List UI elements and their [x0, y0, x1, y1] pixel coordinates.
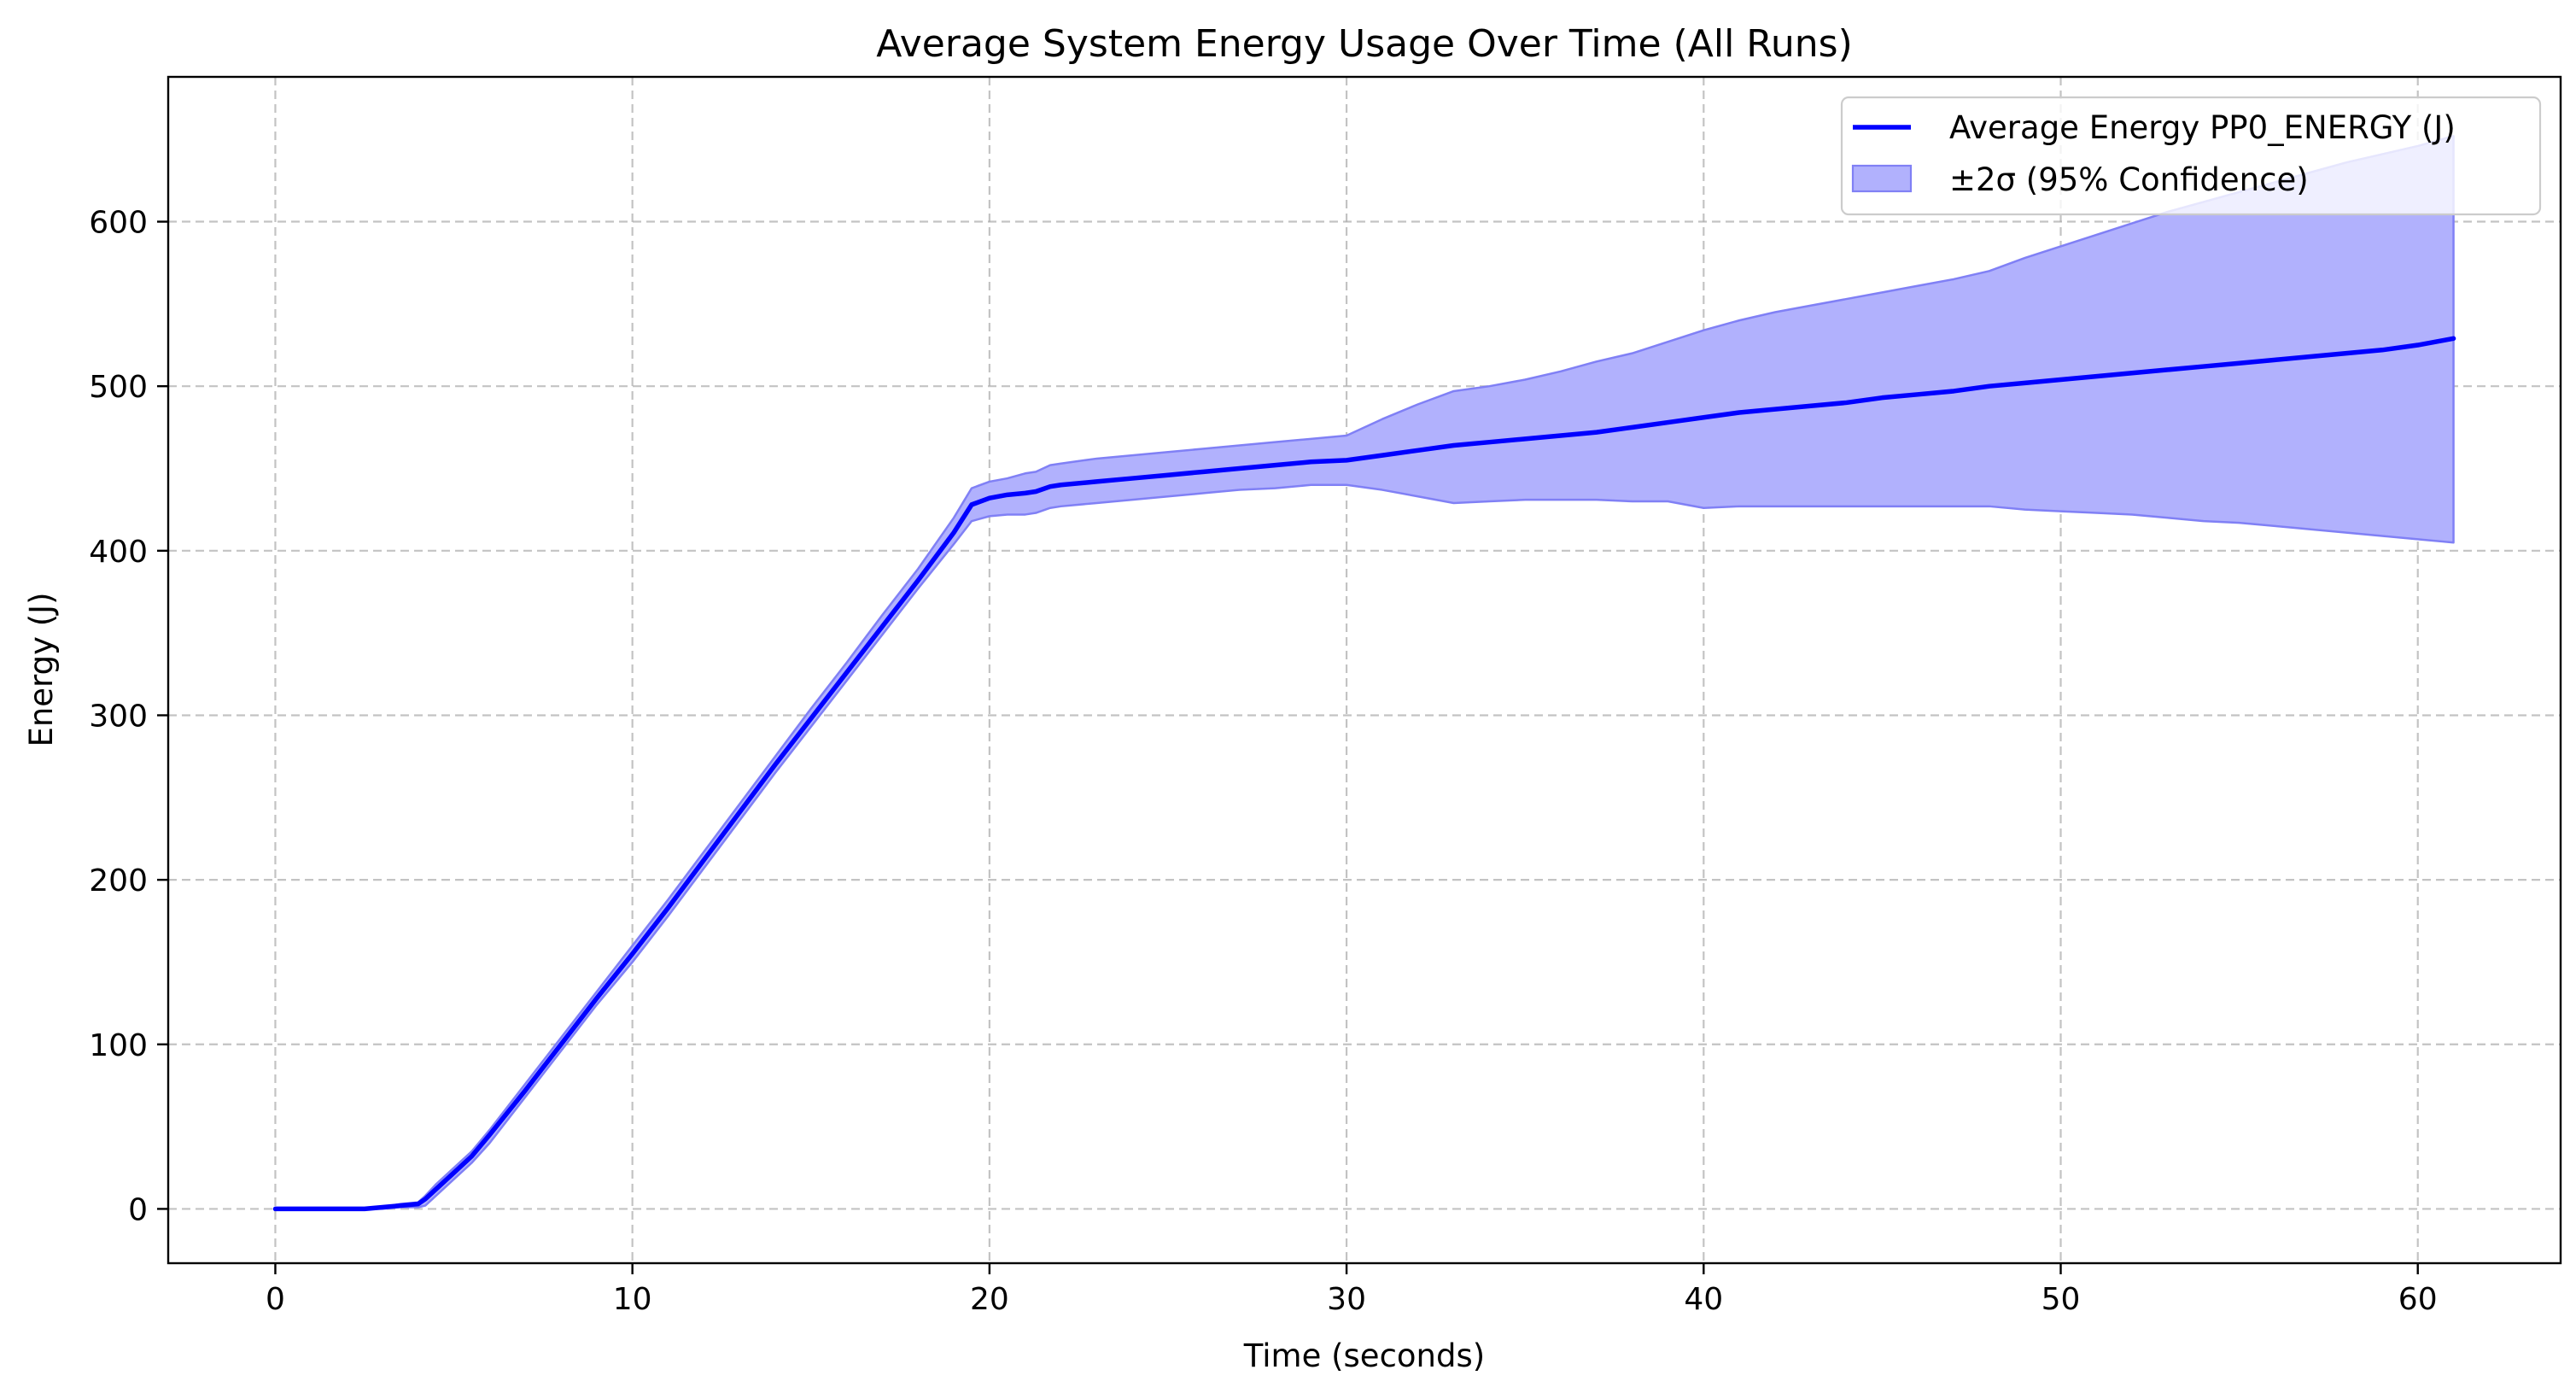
y-tick-label-500: 500	[89, 370, 148, 405]
x-tick-label-10: 10	[613, 1282, 652, 1317]
y-tick-label-400: 400	[89, 535, 148, 570]
x-tick-label-30: 30	[1327, 1282, 1366, 1317]
y-tick-label-200: 200	[89, 863, 148, 899]
legend-label-average-energy: Average Energy PP0_ENERGY (J)	[1949, 109, 2456, 146]
average-line-layer	[272, 336, 2456, 1212]
legend-box	[1840, 96, 2542, 216]
x-tick-label-50: 50	[2042, 1282, 2081, 1317]
y-tick-label-100: 100	[89, 1028, 148, 1063]
legend: Average Energy PP0_ENERGY (J) ±2σ (95% C…	[1840, 96, 2542, 216]
legend-band-swatch	[1851, 164, 1913, 193]
y-tick-label-300: 300	[89, 699, 148, 734]
y-tick-label-600: 600	[89, 206, 148, 241]
grid	[168, 77, 2561, 1263]
x-tick-label-60: 60	[2398, 1282, 2438, 1317]
x-tick-label-0: 0	[266, 1282, 285, 1317]
plot-area-frame	[166, 75, 2562, 1265]
legend-label-confidence-band: ±2σ (95% Confidence)	[1949, 161, 2309, 198]
x-tick-label-20: 20	[970, 1282, 1009, 1317]
x-tick-label-40: 40	[1684, 1282, 1723, 1317]
chart-title: Average System Energy Usage Over Time (A…	[876, 22, 1852, 66]
y-tick-label-0: 0	[128, 1192, 148, 1227]
y-axis-label: Energy (J)	[23, 592, 60, 746]
average-energy-line	[272, 336, 2456, 1212]
x-axis-label: Time (seconds)	[1243, 1338, 1485, 1374]
